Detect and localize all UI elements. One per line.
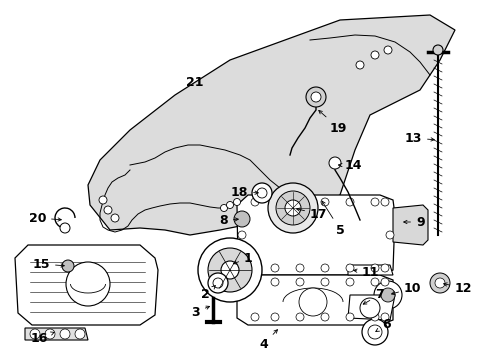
Circle shape [221,261,239,279]
Circle shape [373,281,401,309]
Polygon shape [25,328,88,340]
Circle shape [380,313,388,321]
Circle shape [367,325,381,339]
Polygon shape [392,205,427,245]
Text: 7: 7 [363,288,383,304]
Circle shape [285,200,301,216]
Circle shape [434,278,444,288]
Text: 18: 18 [230,185,258,198]
Circle shape [370,278,378,286]
Circle shape [380,264,388,272]
Text: 6: 6 [375,319,390,332]
Circle shape [320,313,328,321]
Circle shape [370,313,378,321]
Text: 14: 14 [338,158,362,171]
Circle shape [305,87,325,107]
Text: 8: 8 [219,213,238,226]
Circle shape [198,238,262,302]
Circle shape [275,191,309,225]
Circle shape [320,264,328,272]
Circle shape [251,183,271,203]
Circle shape [62,260,74,272]
Circle shape [270,278,279,286]
Circle shape [270,198,279,206]
Circle shape [111,214,119,222]
Circle shape [359,298,379,318]
Text: 2: 2 [201,285,215,302]
Circle shape [383,46,391,54]
Circle shape [45,329,55,339]
Polygon shape [15,245,158,325]
Polygon shape [237,275,392,325]
Circle shape [213,278,223,288]
Circle shape [60,223,70,233]
Text: 12: 12 [443,282,471,294]
Circle shape [104,206,112,214]
Circle shape [320,278,328,286]
Polygon shape [347,295,394,320]
Circle shape [207,273,227,293]
Text: 9: 9 [403,216,424,229]
Circle shape [370,51,378,59]
Circle shape [234,211,249,227]
Circle shape [380,198,388,206]
Circle shape [370,198,378,206]
Circle shape [385,231,393,239]
Circle shape [250,313,259,321]
Circle shape [380,278,388,286]
Circle shape [99,196,107,204]
Circle shape [295,198,304,206]
Text: 19: 19 [318,111,346,135]
Circle shape [30,329,40,339]
Circle shape [328,157,340,169]
Circle shape [66,262,110,306]
Circle shape [270,313,279,321]
Text: 4: 4 [259,330,277,351]
Text: 10: 10 [391,282,421,295]
Circle shape [250,264,259,272]
Circle shape [346,313,353,321]
Circle shape [250,278,259,286]
Circle shape [257,188,266,198]
Circle shape [361,319,387,345]
Circle shape [295,313,304,321]
Circle shape [346,198,353,206]
Text: 16: 16 [31,332,54,345]
Text: 13: 13 [404,131,433,144]
Circle shape [310,92,320,102]
Circle shape [267,183,317,233]
Circle shape [346,278,353,286]
Text: 17: 17 [296,207,327,220]
Text: 20: 20 [28,212,61,225]
Text: 1: 1 [233,252,252,265]
Circle shape [298,288,326,316]
Polygon shape [88,15,454,235]
Circle shape [250,198,259,206]
Circle shape [429,273,449,293]
Circle shape [60,329,70,339]
Circle shape [370,264,378,272]
Circle shape [270,264,279,272]
Circle shape [207,248,251,292]
Text: 3: 3 [191,306,209,319]
Circle shape [220,204,227,212]
Text: 11: 11 [353,266,379,279]
Circle shape [226,202,233,208]
Polygon shape [347,265,392,275]
Circle shape [380,288,394,302]
Text: 15: 15 [32,257,64,270]
Circle shape [238,231,245,239]
Circle shape [320,198,328,206]
Circle shape [295,264,304,272]
Circle shape [346,264,353,272]
Circle shape [355,61,363,69]
Circle shape [233,198,240,206]
Circle shape [295,278,304,286]
Polygon shape [237,195,394,275]
Text: 21: 21 [186,76,203,89]
Circle shape [432,45,442,55]
Text: 5: 5 [321,201,344,237]
Circle shape [75,329,85,339]
